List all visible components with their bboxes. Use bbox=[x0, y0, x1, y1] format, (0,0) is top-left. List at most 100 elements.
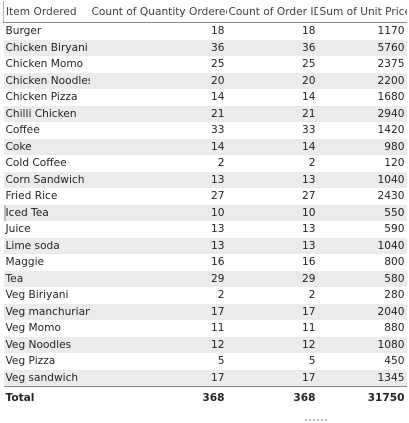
row-item: Fried Rice bbox=[5, 190, 58, 203]
row-orders: 13 bbox=[226, 237, 318, 254]
table-row[interactable]: Veg Biriyani 2 2 280 bbox=[4, 287, 407, 304]
row-orders: 2 bbox=[308, 289, 316, 302]
row-item: Lime soda bbox=[3, 237, 90, 254]
table-body: Burger 18 18 1170 Chicken Biryani 36 36 5760 Chi… bbox=[3, 23, 407, 387]
row-orders: 12 bbox=[226, 336, 318, 353]
table-row[interactable]: Veg sandwich 17 17 1345 bbox=[3, 369, 407, 387]
row-item: Veg Noodles bbox=[3, 336, 90, 353]
row-quantity: 5 bbox=[217, 355, 225, 368]
table-row[interactable]: Coffee 33 33 1420 bbox=[4, 122, 407, 139]
row-quantity: 13 bbox=[211, 223, 225, 236]
row-item: Iced Tea bbox=[3, 204, 90, 221]
total-row: Total 368 368 31750 bbox=[3, 386, 407, 408]
table-row[interactable]: Veg Momo 11 11 880 bbox=[4, 320, 407, 337]
row-orders: 11 bbox=[302, 322, 316, 335]
row-quantity: 2 bbox=[217, 157, 225, 170]
row-item: Coke bbox=[3, 138, 90, 155]
table-row[interactable]: Chicken Pizza 14 14 1680 bbox=[4, 89, 407, 106]
data-table: Item Ordered Count of Quantity Ordered C… bbox=[3, 1, 407, 408]
row-item: Chilli Chicken bbox=[3, 105, 90, 122]
table-row[interactable]: Veg Noodles 12 12 1080 bbox=[3, 336, 407, 353]
row-quantity: 25 bbox=[211, 58, 225, 71]
row-price: 1420 bbox=[377, 124, 405, 137]
row-price: 280 bbox=[384, 289, 405, 302]
column-header-sum-of-unit-price[interactable]: Sum of Unit Price bbox=[317, 1, 407, 23]
row-orders: 33 bbox=[302, 124, 316, 137]
column-header-count-of-order-id[interactable]: Count of Order ID bbox=[226, 1, 318, 23]
table-row[interactable]: Cold Coffee 2 2 120 bbox=[4, 155, 407, 172]
row-price: 2375 bbox=[377, 58, 405, 71]
table-row[interactable]: Coke 14 14 980 bbox=[3, 138, 407, 155]
row-quantity: 20 bbox=[89, 72, 227, 89]
row-orders: 14 bbox=[302, 91, 316, 104]
table-row[interactable]: Veg Pizza 5 5 450 bbox=[4, 353, 407, 370]
row-price: 1040 bbox=[317, 237, 407, 254]
row-orders: 2 bbox=[308, 157, 316, 170]
row-item: Veg sandwich bbox=[3, 369, 90, 387]
row-quantity: 36 bbox=[89, 39, 227, 56]
column-header-item-ordered[interactable]: Item Ordered bbox=[3, 1, 90, 23]
row-orders: 10 bbox=[226, 204, 318, 221]
total-price: 31750 bbox=[317, 386, 407, 408]
row-item: Veg Momo bbox=[5, 322, 61, 335]
row-price: 880 bbox=[384, 322, 405, 335]
row-quantity: 29 bbox=[89, 270, 227, 287]
horizontal-scrollbar[interactable] bbox=[305, 419, 328, 421]
table-row[interactable]: Burger 18 18 1170 bbox=[4, 23, 407, 40]
table-row[interactable]: Chicken Biryani 36 36 5760 bbox=[3, 39, 407, 56]
total-orders: 368 bbox=[226, 386, 318, 408]
table-row[interactable]: Veg manchurian 17 17 2040 bbox=[3, 303, 407, 320]
row-quantity: 12 bbox=[89, 336, 227, 353]
row-price: 980 bbox=[317, 138, 407, 155]
row-orders: 17 bbox=[226, 303, 318, 320]
row-orders: 13 bbox=[302, 223, 316, 236]
row-price: 550 bbox=[317, 204, 407, 221]
row-item: Juice bbox=[5, 223, 31, 236]
row-price: 580 bbox=[317, 270, 407, 287]
row-price: 5760 bbox=[317, 39, 407, 56]
row-item: Chicken Pizza bbox=[5, 91, 78, 104]
table-row[interactable]: Chicken Momo 25 25 2375 bbox=[4, 56, 407, 73]
row-orders: 16 bbox=[302, 256, 316, 269]
row-quantity: 16 bbox=[211, 256, 225, 269]
table-row[interactable]: Lime soda 13 13 1040 bbox=[3, 237, 407, 254]
row-orders: 14 bbox=[226, 138, 318, 155]
row-orders: 5 bbox=[308, 355, 316, 368]
row-quantity: 27 bbox=[211, 190, 225, 203]
row-price: 2430 bbox=[377, 190, 405, 203]
table-row[interactable]: Juice 13 13 590 bbox=[4, 221, 407, 238]
row-orders: 13 bbox=[226, 171, 318, 188]
table-row[interactable]: Tea 29 29 580 bbox=[3, 270, 407, 287]
row-quantity: 21 bbox=[89, 105, 227, 122]
row-orders: 27 bbox=[302, 190, 316, 203]
row-price: 450 bbox=[384, 355, 405, 368]
row-quantity: 14 bbox=[89, 138, 227, 155]
row-item: Maggie bbox=[5, 256, 45, 269]
row-item: Cold Coffee bbox=[5, 157, 67, 170]
row-item: Tea bbox=[3, 270, 90, 287]
row-price: 1170 bbox=[377, 25, 405, 38]
column-header-count-of-quantity-ordered[interactable]: Count of Quantity Ordered bbox=[89, 1, 227, 23]
row-price: 1080 bbox=[317, 336, 407, 353]
row-quantity: 17 bbox=[89, 369, 227, 387]
table-row[interactable]: Chicken Noodles 20 20 2200 bbox=[3, 72, 407, 89]
row-item: Veg Biriyani bbox=[5, 289, 69, 302]
row-quantity: 17 bbox=[89, 303, 227, 320]
row-orders: 21 bbox=[226, 105, 318, 122]
table-row[interactable]: Chilli Chicken 21 21 2940 bbox=[3, 105, 407, 122]
row-price: 800 bbox=[384, 256, 405, 269]
total-quantity: 368 bbox=[89, 386, 227, 408]
row-item: Veg Pizza bbox=[5, 355, 56, 368]
row-item: Burger bbox=[5, 25, 42, 38]
table-row[interactable]: Corn Sandwich 13 13 1040 bbox=[3, 171, 407, 188]
row-quantity: 10 bbox=[89, 204, 227, 221]
row-quantity: 14 bbox=[211, 91, 225, 104]
table-row[interactable]: Iced Tea 10 10 550 bbox=[3, 204, 407, 221]
table-row[interactable]: Fried Rice 27 27 2430 bbox=[4, 188, 407, 205]
row-orders: 17 bbox=[226, 369, 318, 387]
table-row[interactable]: Maggie 16 16 800 bbox=[4, 254, 407, 271]
total-label: Total bbox=[3, 386, 90, 408]
row-price: 1680 bbox=[377, 91, 405, 104]
row-item: Corn Sandwich bbox=[3, 171, 90, 188]
